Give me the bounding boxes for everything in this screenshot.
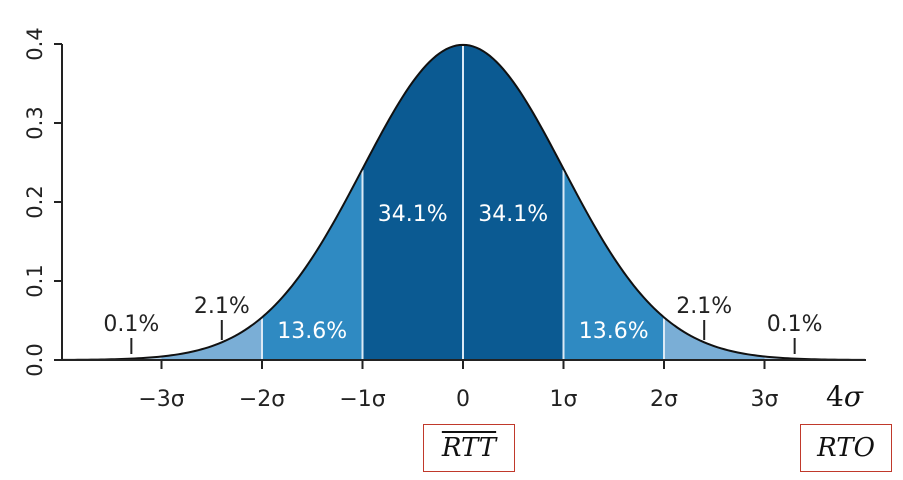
pct-label-2: 13.6% xyxy=(277,319,347,344)
pct-label-3: 34.1% xyxy=(378,202,448,227)
y-tick-label-3: 0.3 xyxy=(23,106,47,139)
y-tick-label-1: 0.1 xyxy=(23,264,47,297)
pct-label-5: 13.6% xyxy=(579,319,649,344)
x-tick-label-5: 2σ xyxy=(650,387,678,412)
axes-layer: 0.0 0.1 0.2 0.3 0.4 −3σ −2σ −1σ 0 1σ 2σ 3σ xyxy=(23,27,866,412)
y-tick-label-0: 0.0 xyxy=(23,343,47,376)
curve-layer xyxy=(60,43,866,361)
x-tick-label-0: −3σ xyxy=(138,387,184,412)
x-tick-label-1: −2σ xyxy=(239,387,285,412)
rtt-mean-label: RTT xyxy=(423,424,515,472)
x-tick-label-4: 1σ xyxy=(550,387,578,412)
rto-label: RTO xyxy=(800,424,892,472)
pct-label-1: 2.1% xyxy=(194,294,250,319)
pct-label-7: 0.1% xyxy=(767,312,823,337)
pct-label-6: 2.1% xyxy=(676,294,732,319)
pct-label-4: 34.1% xyxy=(478,202,548,227)
y-tick-label-2: 0.2 xyxy=(23,185,47,218)
four-sigma-label: 4σ xyxy=(826,380,863,413)
pct-label-0: 0.1% xyxy=(103,312,159,337)
band-layer xyxy=(61,44,865,361)
x-tick-label-2: −1σ xyxy=(339,387,385,412)
sigma-band-5 xyxy=(664,317,765,360)
four-sigma-symbol: σ xyxy=(843,380,863,413)
x-tick-label-3: 0 xyxy=(456,387,470,412)
sigma-band-0 xyxy=(161,317,262,360)
density-curve xyxy=(60,43,866,361)
percentage-labels: 0.1% 2.1% 13.6% 34.1% 34.1% 13.6% 2.1% 0.1% xyxy=(103,202,823,354)
rto-text: RTO xyxy=(817,433,875,463)
x-tick-label-6: 3σ xyxy=(751,387,779,412)
rtt-mean-text: RTT xyxy=(441,433,497,463)
four-sigma-number: 4 xyxy=(826,380,844,413)
y-tick-label-4: 0.4 xyxy=(23,27,47,60)
